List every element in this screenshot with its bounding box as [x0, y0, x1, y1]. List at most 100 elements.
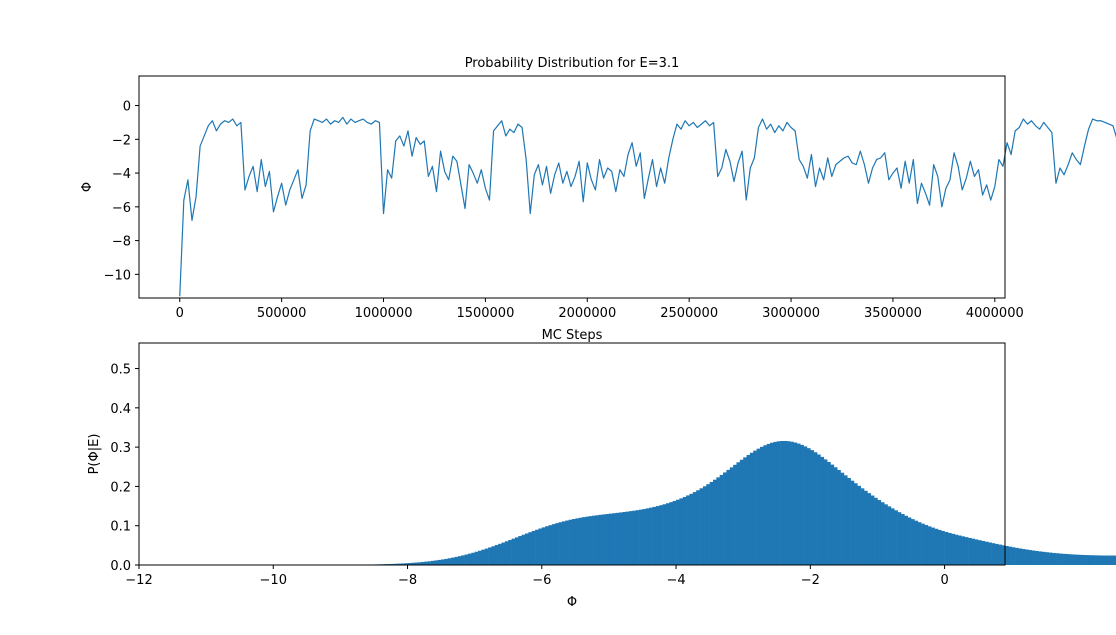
- histogram-bar: [1048, 552, 1053, 565]
- histogram-bar: [1001, 545, 1006, 565]
- histogram-bar: [390, 563, 395, 565]
- histogram-bar: [904, 515, 908, 565]
- histogram-bar: [840, 472, 845, 565]
- histogram-bar: [632, 510, 637, 565]
- histogram-bar: [890, 508, 895, 565]
- trace-axis-ticks: 0 500000 1000000 1500000 2000000 2500000 30000…: [104, 100, 1024, 321]
- histogram-bar: [491, 546, 496, 565]
- histogram-bar: [917, 522, 922, 565]
- histogram-bar: [766, 443, 771, 565]
- histogram-bar: [662, 504, 667, 565]
- x-tick-label: −8: [398, 573, 417, 588]
- histogram-bar: [800, 444, 804, 565]
- histogram-bar: [790, 441, 794, 565]
- histogram-bar: [457, 556, 462, 565]
- histogram-bar: [850, 480, 855, 565]
- histogram-bar: [974, 539, 979, 565]
- histogram-bar: [723, 472, 727, 565]
- histogram-bar: [558, 522, 563, 565]
- histogram-bar: [575, 518, 580, 565]
- histogram-x-axis-label: Φ: [567, 595, 577, 610]
- histogram-bar: [786, 441, 791, 565]
- histogram-bar: [437, 559, 442, 565]
- histogram-bar: [994, 543, 999, 565]
- histogram-bar: [400, 563, 405, 565]
- histogram-bar: [971, 538, 976, 565]
- histogram-bar: [759, 446, 764, 565]
- histogram-bar: [595, 515, 600, 565]
- histogram-bar: [612, 513, 616, 565]
- trace-line: [179, 116, 1116, 297]
- histogram-bar: [773, 441, 778, 565]
- histogram-bar: [622, 512, 627, 565]
- trace-y-axis-label: Φ: [80, 182, 95, 192]
- x-tick-label: −2: [801, 573, 820, 588]
- y-tick-label: 0.1: [110, 520, 131, 535]
- histogram-bar: [914, 520, 919, 565]
- y-tick-label: 0.4: [110, 402, 131, 417]
- histogram-bar: [998, 544, 1002, 565]
- histogram-bar: [514, 537, 519, 565]
- x-tick-label: −12: [125, 573, 152, 588]
- histogram-bar: [535, 529, 539, 565]
- histogram-bar: [518, 536, 522, 565]
- histogram-bar: [907, 517, 912, 565]
- histogram-bar: [655, 506, 660, 565]
- x-tick-label: −10: [260, 573, 287, 588]
- histogram-bar: [538, 528, 543, 565]
- histogram-bar: [1068, 554, 1073, 565]
- histogram-bar: [880, 502, 885, 565]
- histogram-bar: [1011, 547, 1016, 565]
- histogram-bar: [937, 529, 942, 565]
- histogram-bar: [793, 442, 798, 565]
- histogram-bar: [783, 440, 788, 565]
- histogram-bar: [1082, 554, 1086, 565]
- histogram-bar: [417, 562, 422, 565]
- histogram-bar: [1065, 554, 1070, 565]
- histogram-chart: −12 −10 −8 −6 −4 −2 0 0.0 0.1 0.2 0.3 0.4 0.5 Φ P(Φ|…: [87, 342, 1116, 610]
- histogram-bar: [602, 514, 606, 565]
- histogram-bar: [649, 507, 653, 565]
- histogram-y-axis-label: P(Φ|E): [87, 434, 102, 475]
- histogram-bar: [702, 486, 707, 565]
- histogram-bar: [951, 533, 955, 565]
- histogram-bar: [944, 531, 949, 565]
- histogram-bar: [686, 495, 690, 565]
- histogram-bar: [827, 461, 831, 565]
- histogram-bar: [823, 459, 828, 565]
- histogram-bar: [1051, 552, 1056, 565]
- histogram-bar: [991, 543, 996, 565]
- histogram-bar: [1008, 546, 1013, 565]
- x-tick-label: 4000000: [966, 306, 1024, 321]
- x-tick-label: 1000000: [355, 306, 413, 321]
- histogram-bar: [608, 513, 613, 565]
- histogram-bar: [528, 532, 533, 565]
- histogram-bar: [921, 523, 925, 565]
- histogram-bar: [887, 506, 892, 565]
- histogram-bar: [645, 508, 650, 565]
- histogram-bar: [1112, 555, 1116, 565]
- histogram-bar: [837, 469, 841, 565]
- histogram-bar: [870, 495, 875, 565]
- histogram-bar: [420, 561, 425, 565]
- histogram-bar: [1018, 548, 1023, 565]
- histogram-bar: [407, 563, 412, 565]
- histogram-bar: [454, 556, 459, 565]
- histogram-bar: [444, 558, 449, 565]
- histogram-bar: [877, 500, 882, 565]
- histogram-bar: [947, 532, 952, 565]
- histogram-bar: [739, 459, 744, 565]
- x-tick-label: 0: [176, 306, 184, 321]
- trace-chart-title: Probability Distribution for E=3.1: [465, 56, 680, 71]
- histogram-bar: [924, 525, 929, 565]
- histogram-bar: [467, 553, 472, 565]
- histogram-bar: [618, 512, 623, 565]
- histogram-bar: [964, 537, 969, 565]
- histogram-bar: [1025, 549, 1029, 565]
- histogram-bar: [1075, 554, 1080, 565]
- histogram-bars: [367, 440, 1116, 565]
- histogram-bar: [565, 520, 569, 565]
- histogram-bar: [598, 514, 603, 565]
- histogram-bar: [716, 477, 720, 565]
- histogram-bar: [803, 446, 808, 565]
